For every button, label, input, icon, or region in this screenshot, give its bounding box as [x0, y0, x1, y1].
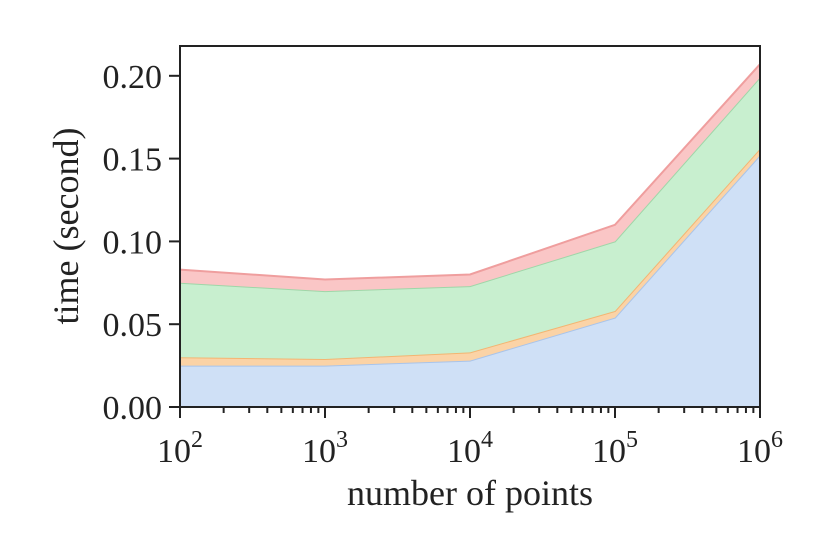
area-layer-3: [180, 77, 760, 359]
y-axis-label: time (second): [46, 128, 86, 325]
area-layers: [179, 63, 761, 407]
x-tick-label: 103: [302, 427, 348, 470]
x-tick-label: 102: [157, 427, 203, 470]
y-tick-label: 0.15: [103, 142, 163, 179]
plot-frame: [179, 45, 761, 408]
y-axis: 0.00 0.05 0.10 0.15 0.20: [103, 59, 180, 427]
x-axis-label: number of points: [347, 473, 593, 513]
y-tick-label: 0.00: [103, 390, 163, 427]
x-tick-label: 105: [592, 427, 638, 470]
area-layer-1: [180, 155, 760, 407]
x-tick-label: 104: [447, 427, 493, 470]
area-layer-4-edge: [179, 63, 761, 281]
x-axis: 102 103 104 105 106: [157, 407, 783, 470]
y-tick-label: 0.05: [103, 307, 163, 344]
y-tick-label: 0.10: [103, 224, 163, 261]
y-tick-label: 0.20: [103, 59, 163, 96]
x-tick-label: 106: [737, 427, 783, 470]
area-layer-4: [180, 64, 760, 292]
